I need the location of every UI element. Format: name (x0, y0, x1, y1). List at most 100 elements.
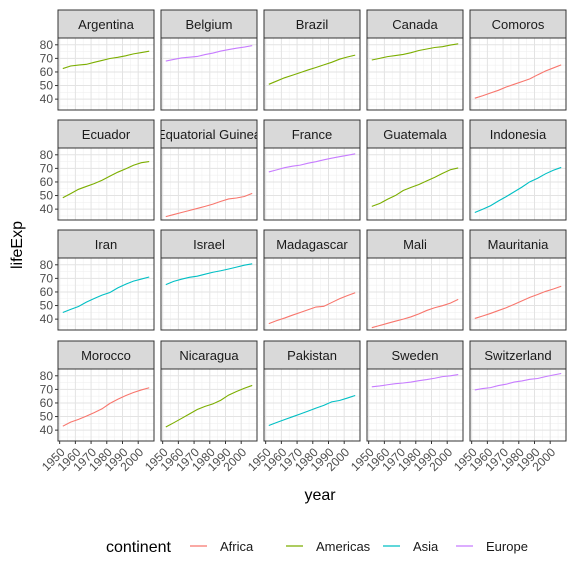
y-tick-label: 40 (40, 312, 54, 326)
facet-france: France (263, 119, 361, 221)
y-tick-label: 80 (40, 38, 54, 52)
legend-label: Europe (486, 539, 528, 554)
panel-border (366, 368, 464, 442)
facet-label: Canada (392, 17, 438, 32)
facet-label: Equatorial Guinea (157, 127, 262, 142)
facet-strip (263, 119, 361, 149)
facet-plot-area (263, 37, 361, 111)
panel-border (366, 37, 464, 111)
panel-border (57, 368, 155, 442)
series-line-morocco (62, 387, 150, 427)
legend: continent Africa Americas Asia Europe (106, 539, 528, 556)
y-tick-label: 60 (40, 175, 54, 189)
panel-border (160, 37, 258, 111)
facet-israel: Israel (160, 229, 258, 331)
facet-label: Comoros (492, 17, 545, 32)
y-tick-label: 80 (40, 258, 54, 272)
panel-border (263, 37, 361, 111)
panel-border (57, 257, 155, 331)
facet-strip (366, 9, 464, 39)
panel-border (469, 37, 567, 111)
facet-label: Mauritania (488, 237, 549, 252)
facet-plot-area (469, 147, 567, 221)
y-tick-label: 60 (40, 396, 54, 410)
facet-label: Brazil (296, 17, 329, 32)
facet-plot-area (469, 257, 567, 331)
panel-border (263, 257, 361, 331)
facet-label: France (292, 127, 332, 142)
series-line-mauritania (474, 285, 562, 319)
facet-mauritania: Mauritania (469, 229, 567, 331)
legend-item-africa: Africa (190, 539, 254, 554)
facet-plot-area (366, 257, 464, 331)
facet-comoros: Comoros (469, 9, 567, 111)
y-tick-label: 60 (40, 285, 54, 299)
legend-label: Africa (220, 539, 254, 554)
facet-label: Pakistan (287, 348, 337, 363)
legend-item-asia: Asia (383, 539, 439, 554)
legend-label: Americas (316, 539, 371, 554)
facet-strip (57, 9, 155, 39)
series-line-sweden (371, 374, 459, 388)
legend-label: Asia (413, 539, 439, 554)
series-line-pakistan (268, 394, 356, 427)
facet-strip (366, 229, 464, 259)
facet-plot-area (263, 147, 361, 221)
panel-border (469, 257, 567, 331)
y-tick-label: 70 (40, 161, 54, 175)
y-tick-label: 40 (40, 92, 54, 106)
y-tick-label: 80 (40, 148, 54, 162)
facet-brazil: Brazil (263, 9, 361, 111)
panel-border (263, 147, 361, 221)
panel-border (160, 368, 258, 442)
facet-indonesia: Indonesia (469, 119, 567, 221)
panel-border (263, 368, 361, 442)
facet-plot-area (366, 37, 464, 111)
facet-canada: Canada (366, 9, 464, 111)
series-line-ecuador (62, 161, 150, 199)
panel-border (160, 257, 258, 331)
panel-border (469, 147, 567, 221)
panel-border (366, 257, 464, 331)
y-tick-label: 40 (40, 202, 54, 216)
series-line-iran (62, 276, 150, 313)
facet-guatemala: Guatemala (366, 119, 464, 221)
legend-item-americas: Americas (286, 539, 371, 554)
facet-strip (469, 340, 567, 370)
y-axis-title: lifeExp (9, 221, 26, 269)
facet-label: Sweden (392, 348, 439, 363)
facet-strip (160, 229, 258, 259)
series-line-argentina (62, 50, 150, 70)
series-line-belgium (165, 45, 253, 62)
y-tick-label: 40 (40, 423, 54, 437)
facet-morocco: Morocco 405060708019501960197019801990200… (39, 340, 155, 474)
facet-plot-area (160, 257, 258, 331)
facet-label: Israel (193, 237, 225, 252)
panel-border (57, 37, 155, 111)
facet-strip (263, 340, 361, 370)
facet-strip (469, 9, 567, 39)
legend-title: continent (106, 539, 171, 556)
facet-label: Mali (403, 237, 427, 252)
panel-border (366, 147, 464, 221)
facet-label: Belgium (186, 17, 233, 32)
series-line-comoros (474, 64, 562, 99)
y-tick-label: 50 (40, 299, 54, 313)
facet-label: Nicaragua (179, 348, 239, 363)
series-line-israel (165, 263, 253, 286)
facet-strip (57, 229, 155, 259)
series-line-mali (371, 298, 459, 329)
facet-plot-area (366, 147, 464, 221)
y-tick-label: 70 (40, 271, 54, 285)
facet-label: Morocco (81, 348, 131, 363)
facet-strip (160, 9, 258, 39)
